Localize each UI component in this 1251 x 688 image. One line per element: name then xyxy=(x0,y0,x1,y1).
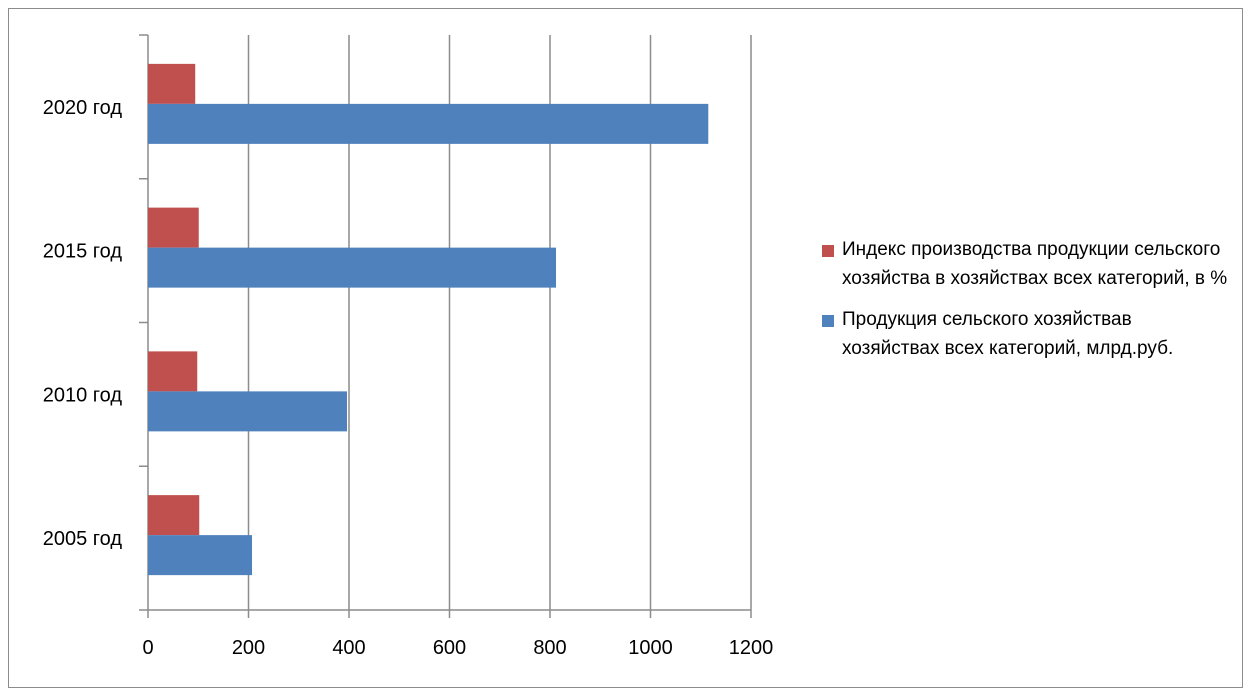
y-tick-label: 2020 год xyxy=(43,97,123,119)
bar-production xyxy=(148,391,347,432)
legend: Индекс производства продукции сельского … xyxy=(822,235,1232,375)
y-tick-label: 2005 год xyxy=(43,528,123,550)
x-tick-label: 1200 xyxy=(729,637,774,659)
legend-item-production: Продукция сельского хозяйствав хозяйства… xyxy=(822,305,1232,363)
legend-swatch-index xyxy=(822,245,834,257)
legend-label-production: Продукция сельского хозяйствав хозяйства… xyxy=(842,309,1174,359)
legend-label-index: Индекс производства продукции сельского … xyxy=(842,239,1228,289)
bar-production xyxy=(148,247,557,288)
bar-production xyxy=(148,535,253,576)
bar-chart: 0 200 400 600 800 1000 1200 2005 год 2010 год 201… xyxy=(43,34,774,659)
bar-index xyxy=(148,207,199,248)
legend-swatch-production xyxy=(822,315,834,327)
legend-item-index: Индекс производства продукции сельского … xyxy=(822,235,1232,293)
bar-production xyxy=(148,103,709,144)
bar-index xyxy=(148,495,200,536)
bar-index xyxy=(148,63,196,104)
x-tick-label: 800 xyxy=(533,637,566,659)
x-tick-label: 200 xyxy=(232,637,265,659)
x-tick-label: 0 xyxy=(142,637,153,659)
x-tick-label: 600 xyxy=(433,637,466,659)
bar-index xyxy=(148,351,198,392)
x-tick-label: 1000 xyxy=(628,637,673,659)
y-tick-label: 2015 год xyxy=(43,241,123,263)
y-tick-label: 2010 год xyxy=(43,384,123,406)
x-tick-label: 400 xyxy=(332,637,365,659)
